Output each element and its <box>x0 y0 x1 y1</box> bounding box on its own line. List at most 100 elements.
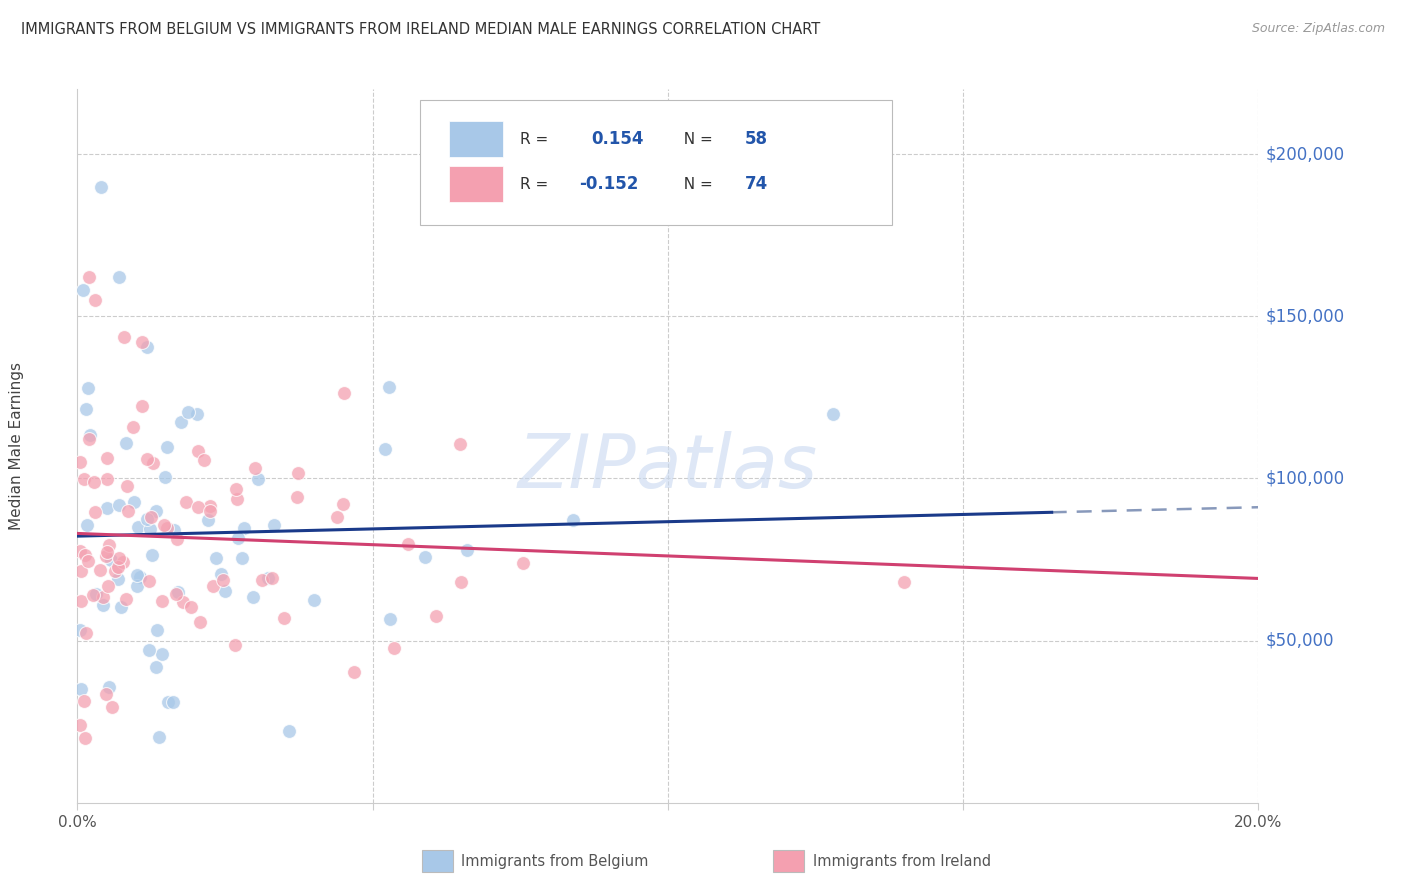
Point <box>152 517 174 532</box>
Point <box>76 382 98 396</box>
Point <box>121 420 143 434</box>
Point <box>69 594 91 608</box>
Point <box>117 503 139 517</box>
Point <box>122 495 145 509</box>
Point <box>115 436 138 450</box>
Point <box>245 461 267 475</box>
Point <box>209 567 232 582</box>
Text: $150,000: $150,000 <box>1265 307 1344 326</box>
Point <box>287 467 309 481</box>
Point <box>97 579 120 593</box>
Point <box>84 586 107 600</box>
Point <box>425 608 447 623</box>
Point <box>107 560 129 574</box>
Point <box>108 498 131 512</box>
Text: IMMIGRANTS FROM BELGIUM VS IMMIGRANTS FROM IRELAND MEDIAN MALE EARNINGS CORRELAT: IMMIGRANTS FROM BELGIUM VS IMMIGRANTS FR… <box>21 22 820 37</box>
Point <box>83 505 105 519</box>
Text: Immigrants from Belgium: Immigrants from Belgium <box>461 855 648 869</box>
Point <box>83 475 105 489</box>
Point <box>135 452 157 467</box>
Point <box>162 695 184 709</box>
Point <box>142 456 165 470</box>
Point <box>127 567 149 582</box>
Text: Source: ZipAtlas.com: Source: ZipAtlas.com <box>1251 22 1385 36</box>
Point <box>226 492 249 507</box>
Point <box>127 520 149 534</box>
Point <box>150 647 173 661</box>
Bar <box>450 121 502 157</box>
Point <box>84 293 107 307</box>
Point <box>226 531 249 545</box>
Bar <box>450 166 502 202</box>
Point <box>205 550 228 565</box>
Point <box>156 695 179 709</box>
Point <box>256 572 278 586</box>
Text: R =: R = <box>520 177 554 192</box>
Point <box>104 564 127 578</box>
Point <box>326 510 349 524</box>
Point <box>79 432 101 446</box>
Point <box>96 549 118 563</box>
Point <box>190 615 212 629</box>
Text: N =: N = <box>673 177 717 192</box>
Point <box>343 665 366 680</box>
Point <box>79 428 101 442</box>
Point <box>96 500 118 515</box>
Point <box>148 730 170 744</box>
Text: 74: 74 <box>745 175 768 193</box>
Point <box>224 639 246 653</box>
Point <box>138 574 160 589</box>
Text: -0.152: -0.152 <box>579 175 638 193</box>
Point <box>225 482 247 496</box>
Point <box>70 564 93 578</box>
Text: Immigrants from Ireland: Immigrants from Ireland <box>813 855 991 869</box>
Point <box>131 399 153 413</box>
Point <box>214 584 236 599</box>
Point <box>197 512 219 526</box>
Point <box>177 405 200 419</box>
Point <box>89 563 111 577</box>
Point <box>285 490 308 504</box>
Text: 58: 58 <box>745 130 768 148</box>
Point <box>73 472 96 486</box>
Point <box>69 718 91 732</box>
Text: $100,000: $100,000 <box>1265 469 1344 487</box>
Point <box>231 551 253 566</box>
Point <box>75 402 97 417</box>
Point <box>273 611 295 625</box>
Point <box>96 451 118 466</box>
Point <box>139 510 162 524</box>
Point <box>449 437 471 451</box>
Point <box>156 440 179 454</box>
Text: N =: N = <box>673 132 717 146</box>
Point <box>69 624 91 638</box>
Point <box>73 548 96 562</box>
Point <box>332 497 354 511</box>
Point <box>145 659 167 673</box>
Point <box>260 571 283 585</box>
Point <box>176 495 198 509</box>
Point <box>396 537 419 551</box>
Point <box>93 590 115 604</box>
Point <box>302 593 325 607</box>
Point <box>242 590 264 604</box>
Point <box>166 533 188 547</box>
Point <box>91 598 114 612</box>
Point <box>277 724 299 739</box>
Point <box>135 340 157 354</box>
Point <box>90 179 112 194</box>
Point <box>141 549 163 563</box>
Point <box>233 521 256 535</box>
Point <box>382 640 405 655</box>
Point <box>97 680 120 694</box>
Point <box>378 380 401 394</box>
Point <box>186 407 208 421</box>
Text: ZIPatlas: ZIPatlas <box>517 432 818 503</box>
Point <box>169 415 191 429</box>
Point <box>374 442 396 456</box>
Point <box>187 444 209 458</box>
Point <box>187 500 209 515</box>
Point <box>114 591 136 606</box>
Point <box>450 575 472 590</box>
Point <box>156 520 179 534</box>
